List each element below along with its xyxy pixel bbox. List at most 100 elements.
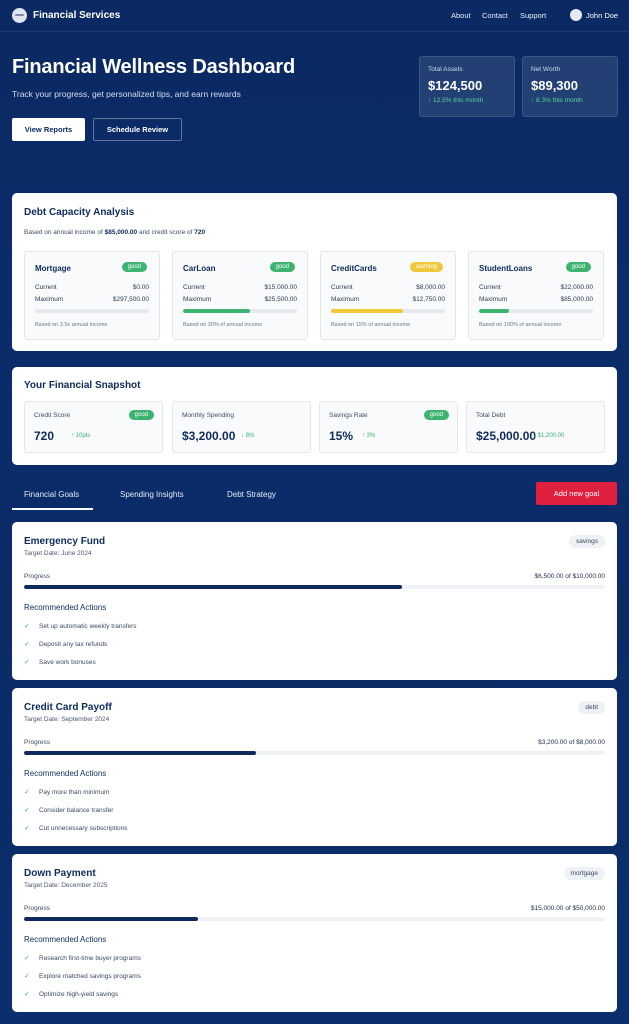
tab-financial-goals[interactable]: Financial Goals (24, 490, 80, 499)
recommended-action: ✓ Cut unnecessary subscriptions (24, 824, 128, 833)
goal-name: Emergency Fund (24, 536, 106, 547)
user-name: John Doe (586, 10, 619, 20)
debt-card-name: CarLoan (183, 264, 216, 273)
debt-basis-text: Based on annual income of $85,000.00 and… (24, 229, 205, 236)
action-text: Deposit any tax refunds (39, 640, 108, 648)
current-label: Current (331, 284, 353, 291)
current-label: Current (183, 284, 205, 291)
basis-mid: and credit score of (138, 229, 193, 236)
action-text: Set up automatic weekly transfers (39, 622, 137, 630)
nav-link-contact[interactable]: Contact (482, 11, 508, 20)
maximum-value: $297,500.00 (112, 296, 149, 303)
add-goal-button[interactable]: Add new goal (536, 482, 617, 505)
debt-card-studentloans: StudentLoans good Current $22,000.00 Max… (468, 251, 604, 340)
brand[interactable]: Financial Services (12, 8, 120, 23)
active-tab-indicator (12, 508, 93, 510)
progress-label: Progress (24, 573, 51, 580)
snapshot-label: Monthly Spending (182, 412, 235, 419)
stat-change: ↑ 12.5% this month (428, 97, 484, 104)
check-icon: ✓ (24, 641, 30, 648)
goal-card-down-payment: Down Payment Target Date: December 2025 … (12, 854, 617, 1012)
goal-target-date: Target Date: September 2024 (24, 716, 110, 723)
page-subtitle: Track your progress, get personalized ti… (12, 89, 241, 99)
current-row: Current $15,000.00 (183, 284, 297, 291)
recommended-actions-title: Recommended Actions (24, 769, 107, 778)
goal-progress-fill (24, 585, 402, 589)
debt-card-note: Based on 15% of annual income (331, 322, 411, 328)
maximum-label: Maximum (35, 296, 64, 303)
nav-link-about[interactable]: About (451, 11, 471, 20)
snapshot-value: 15% (329, 429, 354, 443)
recommended-action: ✓ Set up automatic weekly transfers (24, 622, 137, 631)
current-value: $8,000.00 (416, 284, 445, 291)
view-reports-button[interactable]: View Reports (12, 118, 85, 141)
status-badge: good (269, 262, 295, 272)
snapshot-label: Total Debt (476, 412, 506, 419)
tab-debt-strategy[interactable]: Debt Strategy (227, 490, 276, 499)
maximum-value: $12,750.00 (412, 296, 445, 303)
goal-card-emergency-fund: Emergency Fund Target Date: June 2024 sa… (12, 522, 617, 680)
snapshot-label: Credit Score (34, 412, 71, 419)
recommended-action: ✓ Deposit any tax refunds (24, 640, 108, 649)
status-badge: good (121, 262, 147, 272)
maximum-label: Maximum (479, 296, 508, 303)
stat-change: ↑ 8.3% this month (531, 97, 583, 104)
debt-card-name: Mortgage (35, 264, 71, 273)
utilization-bar (479, 309, 593, 313)
current-label: Current (35, 284, 57, 291)
stat-card-net-worth: Net Worth $89,300 ↑ 8.3% this month (522, 56, 618, 117)
goal-progress-fill (24, 917, 199, 921)
action-text: Consider balance transfer (39, 806, 114, 814)
goal-target-date: Target Date: June 2024 (24, 550, 92, 557)
maximum-label: Maximum (183, 296, 212, 303)
snapshot-change: ↓ $1,200.00 (533, 433, 565, 439)
basis-prefix: Based on annual income of (24, 229, 103, 236)
goal-category-tag: debt (578, 701, 605, 714)
snapshot-title: Your Financial Snapshot (24, 380, 141, 391)
top-nav: Financial Services About Contact Support… (0, 0, 629, 32)
action-text: Optimize high-yield savings (39, 990, 119, 998)
check-icon: ✓ (24, 807, 30, 814)
goal-progress-bar (24, 917, 605, 921)
debt-capacity-panel: Debt Capacity Analysis Based on annual i… (12, 193, 617, 351)
recommended-action: ✓ Consider balance transfer (24, 806, 114, 815)
schedule-review-button[interactable]: Schedule Review (93, 118, 182, 141)
goal-name: Down Payment (24, 868, 96, 879)
utilization-fill (183, 309, 251, 313)
debt-card-note: Based on 30% of annual income (183, 322, 263, 328)
action-text: Cut unnecessary subscriptions (39, 824, 128, 832)
goal-progress-bar (24, 751, 605, 755)
current-label: Current (479, 284, 501, 291)
utilization-bar (183, 309, 297, 313)
recommended-action: ✓ Save work bonuses (24, 658, 96, 667)
goal-name: Credit Card Payoff (24, 702, 112, 713)
check-icon: ✓ (24, 789, 30, 796)
goal-card-credit-card-payoff: Credit Card Payoff Target Date: Septembe… (12, 688, 617, 846)
goal-progress-fill (24, 751, 257, 755)
recommended-actions-title: Recommended Actions (24, 603, 107, 612)
progress-label: Progress (24, 905, 51, 912)
stat-value: $124,500 (428, 78, 483, 93)
snapshot-change: ↓ 8% (241, 433, 255, 439)
snapshot-card-savings-rate: Savings Rate 15% ↑ 3% good (319, 401, 458, 453)
current-row: Current $22,000.00 (479, 284, 593, 291)
snapshot-value: $3,200.00 (182, 429, 236, 443)
nav-link-support[interactable]: Support (520, 11, 547, 20)
snapshot-change: ↑ 10pts (71, 433, 91, 439)
check-icon: ✓ (24, 973, 30, 980)
action-text: Research first-time buyer programs (39, 954, 141, 962)
maximum-row: Maximum $25,500.00 (183, 296, 297, 303)
logo-icon (12, 8, 27, 23)
snapshot-change: ↑ 3% (362, 433, 376, 439)
annual-income: $85,000.00 (104, 229, 138, 236)
tab-spending-insights[interactable]: Spending Insights (120, 490, 184, 499)
snapshot-card-monthly-spending: Monthly Spending $3,200.00 ↓ 8% (172, 401, 311, 453)
stat-label: Total Assets (428, 66, 463, 73)
maximum-row: Maximum $85,000.00 (479, 296, 593, 303)
recommended-action: ✓ Explore matched savings programs (24, 972, 141, 981)
debt-card-name: StudentLoans (479, 264, 533, 273)
snapshot-card-total-debt: Total Debt $25,000.00 ↓ $1,200.00 (466, 401, 605, 453)
user-menu[interactable]: John Doe (570, 9, 618, 21)
page-title: Financial Wellness Dashboard (12, 56, 296, 78)
snapshot-value: 720 (34, 429, 55, 443)
